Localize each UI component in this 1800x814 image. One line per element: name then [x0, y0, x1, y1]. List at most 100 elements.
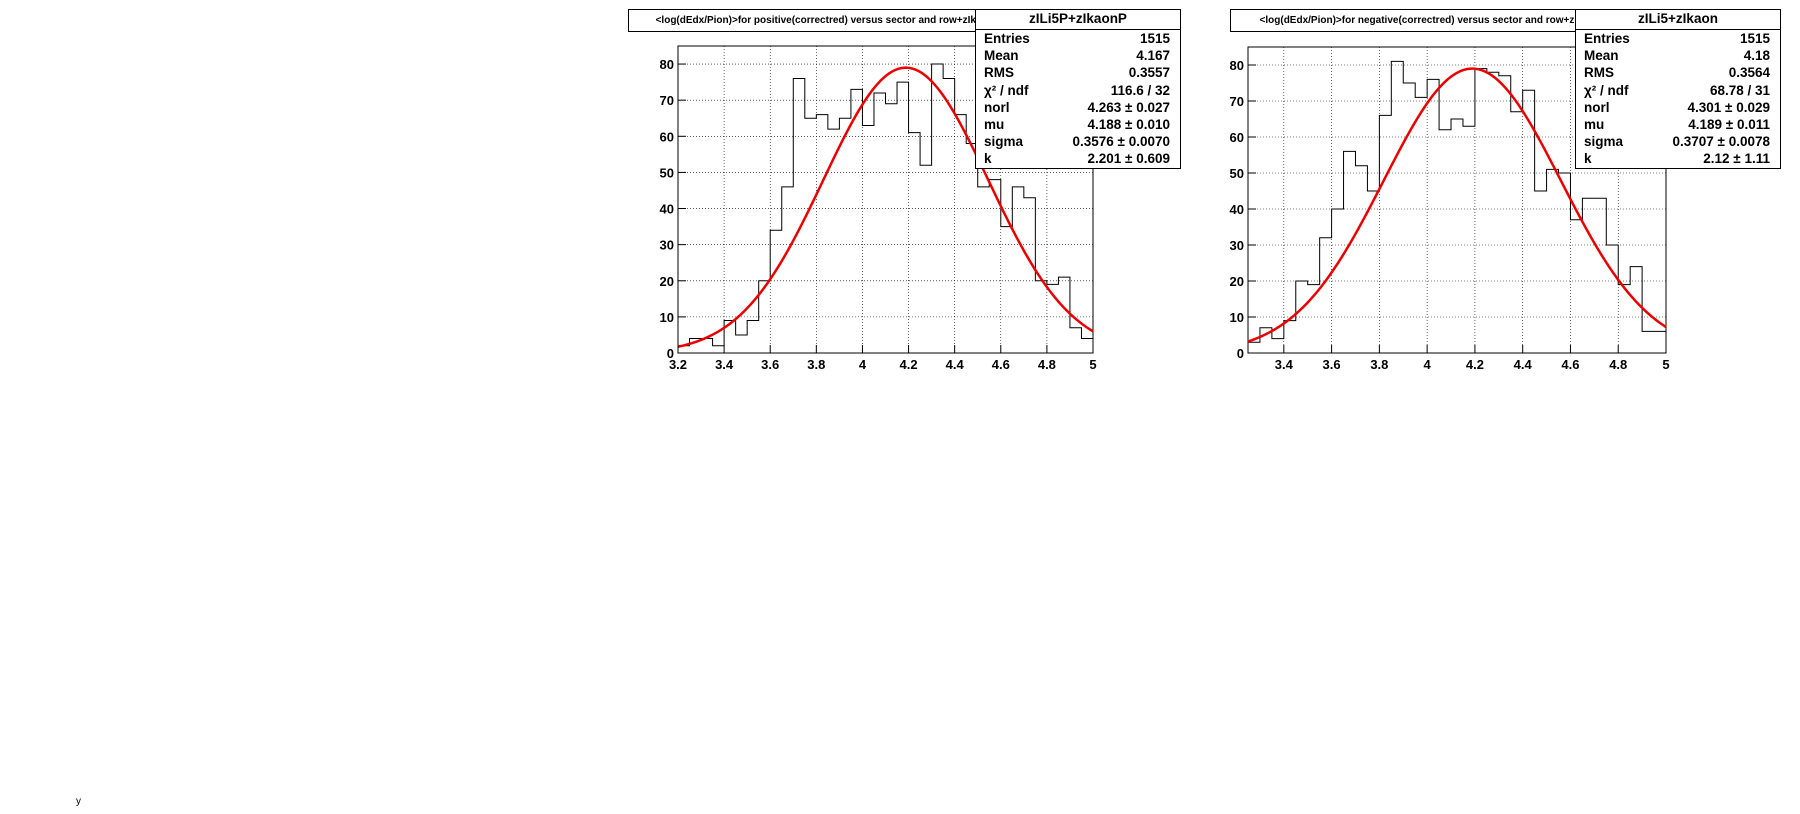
histogram-bin [978, 187, 990, 353]
x-tick-label: 3.8 [1370, 357, 1388, 372]
histogram-chart-positive: 3.2 3.4 3.6 3.8 4 4.2 4.4 4.6 4.8 501020304050607… [660, 45, 1097, 372]
y-tick-label: 40 [1230, 202, 1244, 217]
histogram-bin [1511, 112, 1523, 353]
histogram-bin [1248, 342, 1260, 353]
y-tick-label: 70 [1230, 94, 1244, 109]
x-tick-label: 4.6 [1561, 357, 1579, 372]
y-tick-label: 20 [660, 274, 674, 289]
stats-row-mu: mu 4.189 ± 0.011 [1576, 116, 1780, 133]
histogram-bin [1035, 281, 1047, 353]
y-tick-label: 60 [1230, 130, 1244, 145]
histogram-bin [886, 104, 898, 353]
x-tick-label: 4.4 [946, 357, 965, 372]
histogram-bin [839, 118, 851, 353]
chart-panel-positive: 3.2 3.4 3.6 3.8 4 4.2 4.4 4.6 4.8 5 0 10 20 30 40 50 60 7… [620, 0, 1181, 400]
histogram-bin [1367, 191, 1379, 353]
histogram-bin [851, 89, 863, 353]
stats-row-norl: norl 4.301 ± 0.029 [1576, 99, 1780, 116]
fit-curve [677, 66, 1094, 348]
histogram-bin [1320, 238, 1332, 353]
histogram-bin [747, 320, 759, 353]
stats-value: 2.201 ± 0.609 [1087, 151, 1170, 167]
stats-value: 0.3557 [1128, 65, 1170, 81]
stats-row-chi2: χ² / ndf 116.6 / 32 [976, 82, 1180, 99]
stats-label: Entries [1584, 31, 1630, 46]
stats-value: 1515 [1739, 31, 1770, 46]
histogram-bin [1415, 97, 1427, 353]
stats-row-rms: RMS 0.3557 [976, 64, 1180, 81]
stats-value: 68.78 / 31 [1709, 82, 1770, 98]
histogram-bin [793, 79, 805, 353]
histogram-bin [1642, 331, 1654, 353]
chart-title-positive: <log(dEdx/Pion)>for positive(correctred)… [628, 9, 1028, 32]
histogram-bin [1379, 115, 1391, 353]
histogram-bin [1535, 191, 1547, 353]
histogram-bin [1024, 198, 1036, 353]
histogram-bin [1391, 61, 1403, 353]
histogram-bin [1570, 220, 1582, 353]
stats-value: 0.3564 [1728, 65, 1770, 81]
stats-label: χ² / ndf [1584, 82, 1629, 98]
y-tick-label: 50 [660, 165, 674, 180]
stats-value: 4.263 ± 0.027 [1087, 99, 1170, 115]
stats-label: k [1584, 151, 1592, 167]
stats-value: 2.12 ± 1.11 [1703, 151, 1770, 167]
stats-row-norl: norl 4.263 ± 0.027 [976, 99, 1180, 116]
y-tick-label: 10 [1230, 310, 1244, 325]
stats-row-mu: mu 4.188 ± 0.010 [976, 116, 1180, 133]
chart-panel-negative: 3.4 3.6 3.8 4 4.2 4.4 4.6 4.8 5 0 10 20 30 40 50 60 70 80… [1223, 0, 1783, 400]
histogram-bin [1475, 69, 1487, 353]
x-tick-label: 4.2 [1466, 357, 1484, 372]
histogram-bin [1582, 198, 1594, 353]
histogram-bin [1499, 76, 1511, 353]
histogram-bin [1606, 245, 1618, 353]
stats-label: mu [1584, 116, 1605, 132]
stats-label: χ² / ndf [984, 82, 1029, 98]
histogram-bin [920, 165, 932, 353]
histogram-bin [713, 346, 725, 353]
stats-value: 4.18 [1743, 48, 1770, 64]
histogram-bin [1427, 79, 1439, 353]
histogram-bin [805, 118, 817, 353]
histogram-bin [1630, 267, 1642, 353]
stats-label: Mean [1584, 48, 1619, 64]
histogram-bin [1559, 173, 1571, 353]
histogram-bin [1618, 285, 1630, 353]
histogram-bin [932, 64, 944, 353]
histogram-bin [1654, 331, 1666, 353]
stats-value: 4.189 ± 0.011 [1688, 116, 1770, 132]
x-tick-label: 3.4 [715, 357, 734, 372]
stats-row-chi2: χ² / ndf 68.78 / 31 [1576, 82, 1780, 99]
histogram-bin [1355, 166, 1367, 353]
stats-label: norl [1584, 99, 1610, 115]
histogram-bin [1296, 281, 1308, 353]
histogram-bin [1439, 130, 1451, 353]
y-tick-label: 50 [1230, 166, 1244, 181]
x-tick-label: 4.6 [992, 357, 1010, 372]
histogram-line [1247, 60, 1667, 353]
stats-row-entries: Entries 1515 [976, 30, 1180, 47]
x-tick-label: 3.8 [807, 357, 825, 372]
x-tick-label: 3.6 [761, 357, 779, 372]
stats-value: 4.301 ± 0.029 [1687, 99, 1770, 115]
x-tick-label: 5 [1662, 357, 1669, 372]
y-tick-label: 0 [667, 346, 674, 361]
histogram-bin [1070, 328, 1082, 353]
histogram-bin [897, 82, 909, 353]
stats-row-k: k 2.201 ± 0.609 [976, 150, 1180, 167]
stats-box-positive: zILi5P+zIkaonP Entries 1515 Mean 4.167 RMS… [975, 9, 1181, 169]
y-tick-label: 10 [660, 310, 674, 325]
plot-frame [677, 45, 1094, 354]
y-tick-label: 80 [1230, 58, 1244, 73]
histogram-bin [1547, 169, 1559, 353]
stats-row-k: k 2.12 ± 1.11 [1576, 150, 1780, 167]
x-tick-label: 4.4 [1514, 357, 1533, 372]
histogram-bin [1058, 277, 1070, 353]
stats-label: Entries [984, 31, 1030, 46]
stats-label: sigma [1584, 134, 1624, 150]
plot-frame [1247, 46, 1667, 354]
stats-row-mean: Mean 4.18 [1576, 47, 1780, 64]
y-tick-label: 30 [1230, 238, 1244, 253]
histogram-bin [955, 115, 967, 353]
stats-value: 0.3707 ± 0.0078 [1672, 134, 1771, 150]
